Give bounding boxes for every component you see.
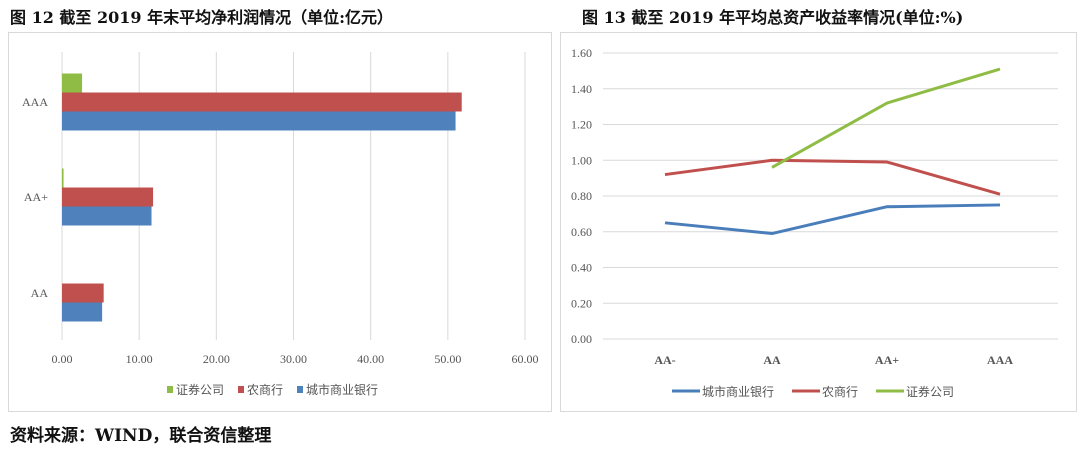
y-tick-label: 0.40 (571, 261, 592, 275)
legend-label: 农商行 (247, 382, 283, 397)
bar-城市商业银行 (62, 206, 152, 226)
x-tick-label: 40.00 (357, 352, 384, 366)
x-category-label: AA- (654, 353, 675, 367)
legend-swatch (238, 386, 244, 393)
legend-label: 城市商业银行 (702, 384, 774, 399)
x-category-label: AA (763, 353, 781, 367)
bar-农商行 (62, 187, 154, 207)
x-tick-label: 30.00 (280, 352, 307, 366)
y-tick-label: 0.00 (571, 332, 592, 346)
y-tick-label: 1.00 (571, 153, 592, 167)
bar-证券公司 (62, 168, 64, 188)
y-tick-label: 1.20 (571, 118, 592, 132)
legend-label: 城市商业银行 (306, 382, 378, 397)
legend-swatch (167, 386, 173, 393)
y-category-label: AAA (22, 95, 48, 109)
x-category-label: AAA (987, 353, 1013, 367)
y-category-label: AA+ (24, 190, 48, 204)
line-证券公司 (771, 67, 1001, 169)
legend-label: 农商行 (822, 384, 858, 399)
x-tick-label: 10.00 (126, 352, 153, 366)
y-tick-label: 1.60 (571, 46, 592, 60)
y-tick-label: 1.40 (571, 82, 592, 96)
x-tick-label: 0.00 (52, 352, 73, 366)
bar-城市商业银行 (62, 302, 103, 322)
x-category-label: AA+ (875, 353, 899, 367)
y-tick-label: 0.80 (571, 189, 592, 203)
y-tick-label: 0.20 (571, 296, 592, 310)
x-tick-label: 50.00 (434, 352, 461, 366)
y-tick-label: 0.60 (571, 225, 592, 239)
x-tick-label: 60.00 (512, 352, 539, 366)
legend-swatch (297, 386, 303, 393)
left-chart-title: 图 12 截至 2019 年末平均净利润情况（单位:亿元） (10, 8, 393, 27)
line-农商行 (664, 158, 1001, 196)
bar-证券公司 (62, 73, 83, 93)
bar-城市商业银行 (62, 111, 456, 131)
legend-label: 证券公司 (176, 382, 224, 397)
bar-农商行 (62, 283, 104, 303)
right-chart-title: 图 13 截至 2019 年平均总资产收益率情况(单位:%) (582, 8, 964, 27)
source-note: 资料来源：WIND，联合资信整理 (10, 426, 272, 446)
y-category-label: AA (31, 286, 49, 300)
legend-label: 证券公司 (906, 384, 954, 399)
x-tick-label: 20.00 (203, 352, 230, 366)
line-城市商业银行 (664, 203, 1001, 236)
bar-农商行 (62, 92, 462, 112)
